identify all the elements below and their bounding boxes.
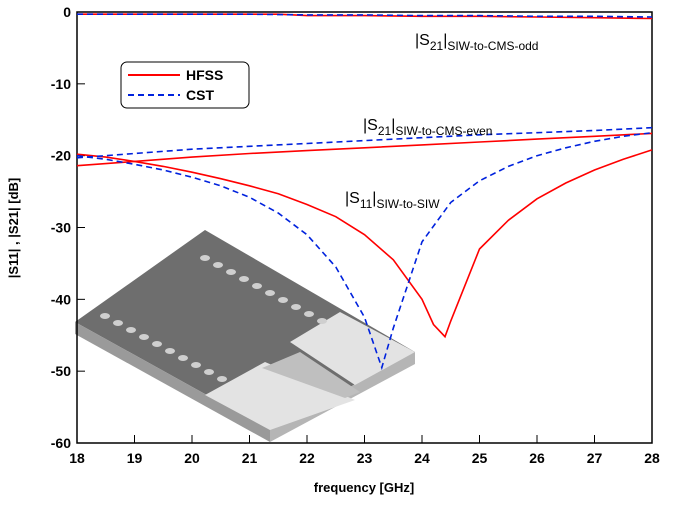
annotation-part: SIW-to-CMS-even [395, 124, 492, 138]
x-tick-label: 26 [529, 450, 545, 466]
x-tick-label: 21 [242, 450, 258, 466]
x-tick-label: 24 [414, 450, 430, 466]
annotation-part: SIW-to-CMS-odd [447, 39, 538, 53]
annotation-part: 21 [378, 124, 392, 138]
annotation: |S21|SIW-to-CMS-odd [415, 32, 538, 53]
series-line [77, 133, 652, 165]
y-tick-label: -30 [51, 220, 71, 236]
annotation-part: |S [415, 32, 430, 49]
y-tick-label: -50 [51, 363, 71, 379]
legend-label: HFSS [186, 67, 223, 83]
x-axis-label: frequency [GHz] [314, 480, 414, 495]
y-tick-label: -40 [51, 291, 71, 307]
x-tick-label: 27 [587, 450, 603, 466]
y-tick-label: -20 [51, 148, 71, 164]
y-tick-label: 0 [63, 4, 71, 20]
y-tick-label: -10 [51, 76, 71, 92]
annotation-part: SIW-to-SIW [376, 197, 440, 211]
annotation-part: |S [363, 117, 378, 134]
annotation-part: 21 [430, 39, 444, 53]
x-tick-label: 23 [357, 450, 373, 466]
legend-box [121, 62, 249, 108]
x-tick-label: 18 [69, 450, 85, 466]
chart: frequency [GHz] |S11| , |S21| [dB] 18 19 2… [0, 0, 673, 500]
x-tick-label: 20 [184, 450, 200, 466]
x-tick-label: 25 [472, 450, 488, 466]
annotation: |S11|SIW-to-SIW [345, 190, 440, 211]
x-tick-label: 19 [127, 450, 143, 466]
annotation-part: 11 [360, 197, 373, 211]
x-tick-label: 22 [299, 450, 315, 466]
inset-image [75, 230, 415, 442]
y-axis-label: |S11| , |S21| [dB] [6, 178, 21, 279]
x-tick-label: 28 [644, 450, 660, 466]
legend-label: CST [186, 87, 214, 103]
annotation-part: |S [345, 190, 360, 207]
series-line [77, 14, 652, 18]
annotation: |S21|SIW-to-CMS-even [363, 117, 492, 138]
y-tick-label: -60 [51, 435, 71, 451]
